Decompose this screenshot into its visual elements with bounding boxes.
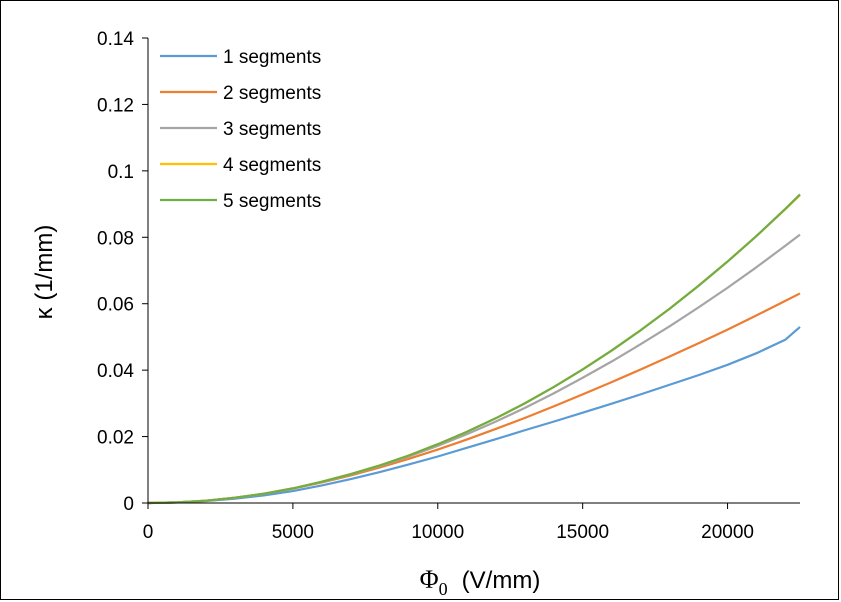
- y-axis-title: κ (1/mm): [31, 225, 58, 320]
- y-tick-label: 0.06: [97, 295, 134, 316]
- y-tick-label: 0.08: [97, 228, 134, 249]
- legend-label: 1 segments: [223, 47, 321, 68]
- x-axis-subscript: 0: [439, 579, 448, 599]
- series-line-4: [147, 194, 801, 505]
- y-tick-label: 0: [123, 494, 134, 515]
- y-tick-label: 0.02: [97, 428, 134, 449]
- x-axis-unit: (V/mm): [462, 567, 541, 594]
- legend-label: 5 segments: [223, 191, 321, 212]
- axes: 0 0.02 0.04 0.06 0.08 0.1 0.12 0.14 0 5000 10000 15…: [97, 29, 800, 543]
- series-line-1: [147, 326, 801, 505]
- x-axis-title: Φ0 (V/mm): [420, 565, 541, 599]
- x-tick-label: 15000: [556, 522, 609, 543]
- legend: 1 segments 2 segments 3 segments 4 segments…: [160, 47, 321, 212]
- y-tick-label: 0.12: [97, 95, 134, 116]
- x-tick-label: 10000: [411, 522, 464, 543]
- legend-label: 2 segments: [223, 83, 321, 104]
- y-tick-label: 0.14: [97, 29, 134, 50]
- series-layer: [147, 193, 801, 505]
- series-line-3: [147, 233, 801, 505]
- x-tick-label: 5000: [272, 522, 314, 543]
- x-axis-symbol: Φ: [420, 565, 439, 594]
- legend-label: 3 segments: [223, 119, 321, 140]
- x-tick-label: 20000: [701, 522, 754, 543]
- series-line-5: [147, 193, 801, 505]
- series-line-2: [147, 292, 801, 505]
- x-tick-label: 0: [143, 522, 154, 543]
- legend-label: 4 segments: [223, 155, 321, 176]
- y-tick-label: 0.04: [97, 361, 134, 382]
- y-tick-label: 0.1: [108, 162, 134, 183]
